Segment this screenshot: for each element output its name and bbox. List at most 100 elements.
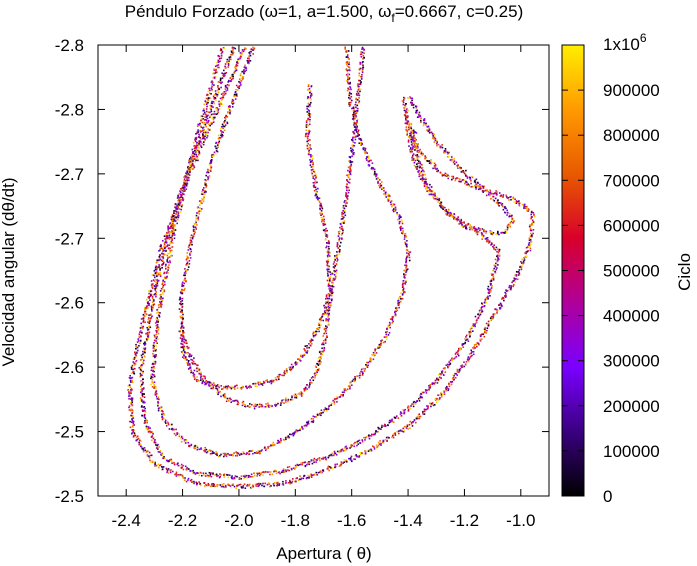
scatter-point [228, 60, 230, 62]
scatter-point [184, 268, 186, 270]
scatter-point [176, 433, 179, 435]
scatter-point [363, 56, 365, 59]
scatter-point [286, 469, 289, 471]
scatter-point [510, 196, 512, 198]
scatter-point [444, 206, 446, 209]
scatter-point [198, 448, 201, 451]
scatter-point [232, 103, 234, 105]
scatter-point [183, 440, 186, 443]
scatter-point [145, 427, 147, 429]
scatter-point [408, 123, 410, 125]
scatter-point [383, 336, 386, 338]
scatter-point [156, 284, 159, 287]
scatter-point [252, 485, 255, 488]
scatter-point [231, 477, 233, 480]
scatter-point [240, 388, 243, 390]
scatter-point [342, 394, 344, 396]
scatter-point [348, 94, 351, 97]
scatter-point [321, 457, 323, 460]
scatter-point [473, 324, 476, 326]
scatter-point [182, 352, 184, 355]
scatter-point [463, 365, 466, 368]
scatter-point [204, 112, 206, 115]
scatter-point [151, 381, 153, 384]
scatter-point [171, 460, 173, 463]
scatter-point [256, 483, 259, 485]
scatter-point [336, 463, 338, 465]
scatter-point [143, 355, 146, 358]
scatter-point [335, 398, 338, 400]
scatter-point [156, 317, 158, 320]
scatter-point [231, 73, 234, 76]
scatter-point [187, 361, 189, 364]
scatter-point [350, 459, 353, 462]
scatter-point [292, 366, 294, 369]
scatter-point [310, 382, 313, 384]
scatter-point [183, 193, 185, 196]
scatter-point [349, 387, 351, 390]
scatter-point [188, 170, 191, 172]
scatter-point [163, 414, 165, 416]
scatter-point [181, 190, 184, 192]
scatter-point [148, 304, 150, 307]
scatter-point [207, 169, 209, 172]
scatter-point [203, 482, 206, 484]
scatter-point [204, 485, 206, 487]
scatter-point [180, 199, 183, 201]
scatter-point [230, 454, 233, 456]
scatter-point [401, 232, 403, 234]
scatter-point [481, 238, 483, 240]
scatter-point [147, 302, 149, 305]
scatter-point [201, 193, 204, 196]
scatter-point [234, 91, 237, 93]
scatter-point [147, 338, 149, 340]
scatter-point [344, 46, 346, 49]
scatter-point [463, 179, 465, 181]
scatter-point [474, 315, 477, 318]
scatter-point [273, 484, 275, 487]
scatter-point [340, 222, 343, 224]
scatter-point [200, 145, 202, 147]
scatter-point [352, 110, 355, 112]
scatter-point [151, 274, 154, 276]
scatter-point [188, 263, 191, 265]
scatter-point [156, 309, 158, 311]
scatter-point [170, 224, 173, 226]
scatter-point [273, 470, 275, 473]
scatter-point [358, 68, 361, 70]
scatter-point [424, 157, 426, 160]
scatter-point [360, 139, 363, 142]
scatter-point [166, 259, 169, 261]
scatter-point [166, 236, 168, 238]
scatter-point [179, 308, 182, 311]
scatter-point [467, 222, 470, 225]
scatter-point [338, 238, 340, 241]
scatter-point [479, 335, 482, 338]
scatter-point [411, 142, 413, 144]
scatter-point [178, 202, 181, 205]
scatter-point [405, 258, 407, 260]
scatter-point [233, 47, 235, 49]
scatter-point [179, 198, 181, 200]
scatter-point [155, 337, 158, 340]
scatter-point [183, 355, 186, 357]
scatter-point [357, 440, 359, 442]
scatter-point [134, 353, 137, 355]
scatter-point [223, 69, 225, 72]
scatter-point [191, 470, 193, 473]
scatter-point [189, 366, 192, 368]
scatter-point [243, 71, 245, 73]
scatter-point [168, 244, 171, 247]
scatter-point [174, 204, 177, 207]
scatter-point [389, 326, 391, 329]
scatter-point [308, 463, 311, 466]
scatter-point [232, 386, 234, 389]
scatter-point [469, 336, 471, 338]
scatter-point [196, 472, 198, 474]
scatter-point [190, 234, 193, 237]
scatter-point [447, 388, 450, 390]
scatter-point [265, 379, 267, 382]
scatter-point [406, 108, 408, 110]
scatter-point [446, 213, 448, 215]
scatter-point [509, 196, 511, 198]
